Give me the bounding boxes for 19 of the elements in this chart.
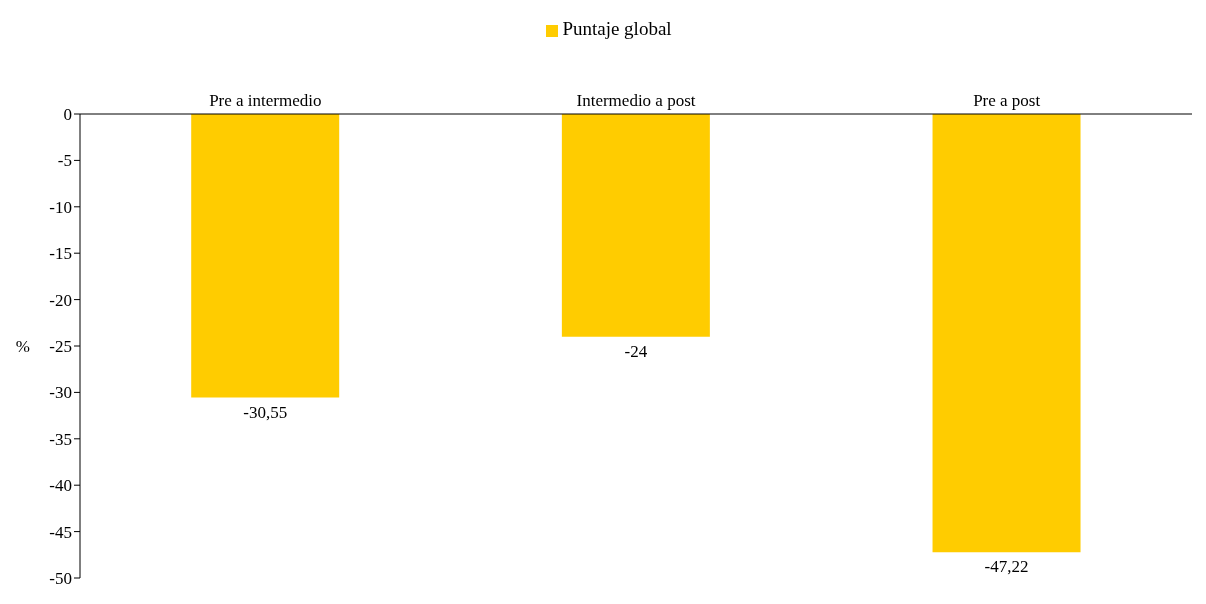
data-label: -24	[624, 341, 648, 361]
y-axis-title: %	[15, 337, 30, 357]
y-tick-label: -50	[49, 569, 72, 589]
y-tick-label: -40	[49, 476, 72, 496]
y-tick-label: -45	[49, 522, 72, 542]
y-tick-label: -15	[49, 244, 72, 264]
y-tick-label: -35	[49, 429, 72, 449]
x-tick-label: Intermedio a post	[576, 91, 696, 110]
y-tick-label: -10	[49, 197, 72, 217]
y-tick-label: -30	[49, 383, 72, 403]
legend-label: Puntaje global	[562, 18, 672, 39]
x-tick-label: Pre a post	[973, 91, 1041, 110]
data-label: -30,55	[243, 402, 288, 422]
data-label: -47,22	[984, 557, 1029, 577]
y-tick-label: -20	[49, 290, 72, 310]
x-tick-label: Pre a intermedio	[209, 91, 322, 110]
y-tick-label: 0	[63, 105, 72, 125]
y-tick-label: -5	[57, 151, 72, 171]
y-tick-label: -25	[49, 337, 72, 357]
